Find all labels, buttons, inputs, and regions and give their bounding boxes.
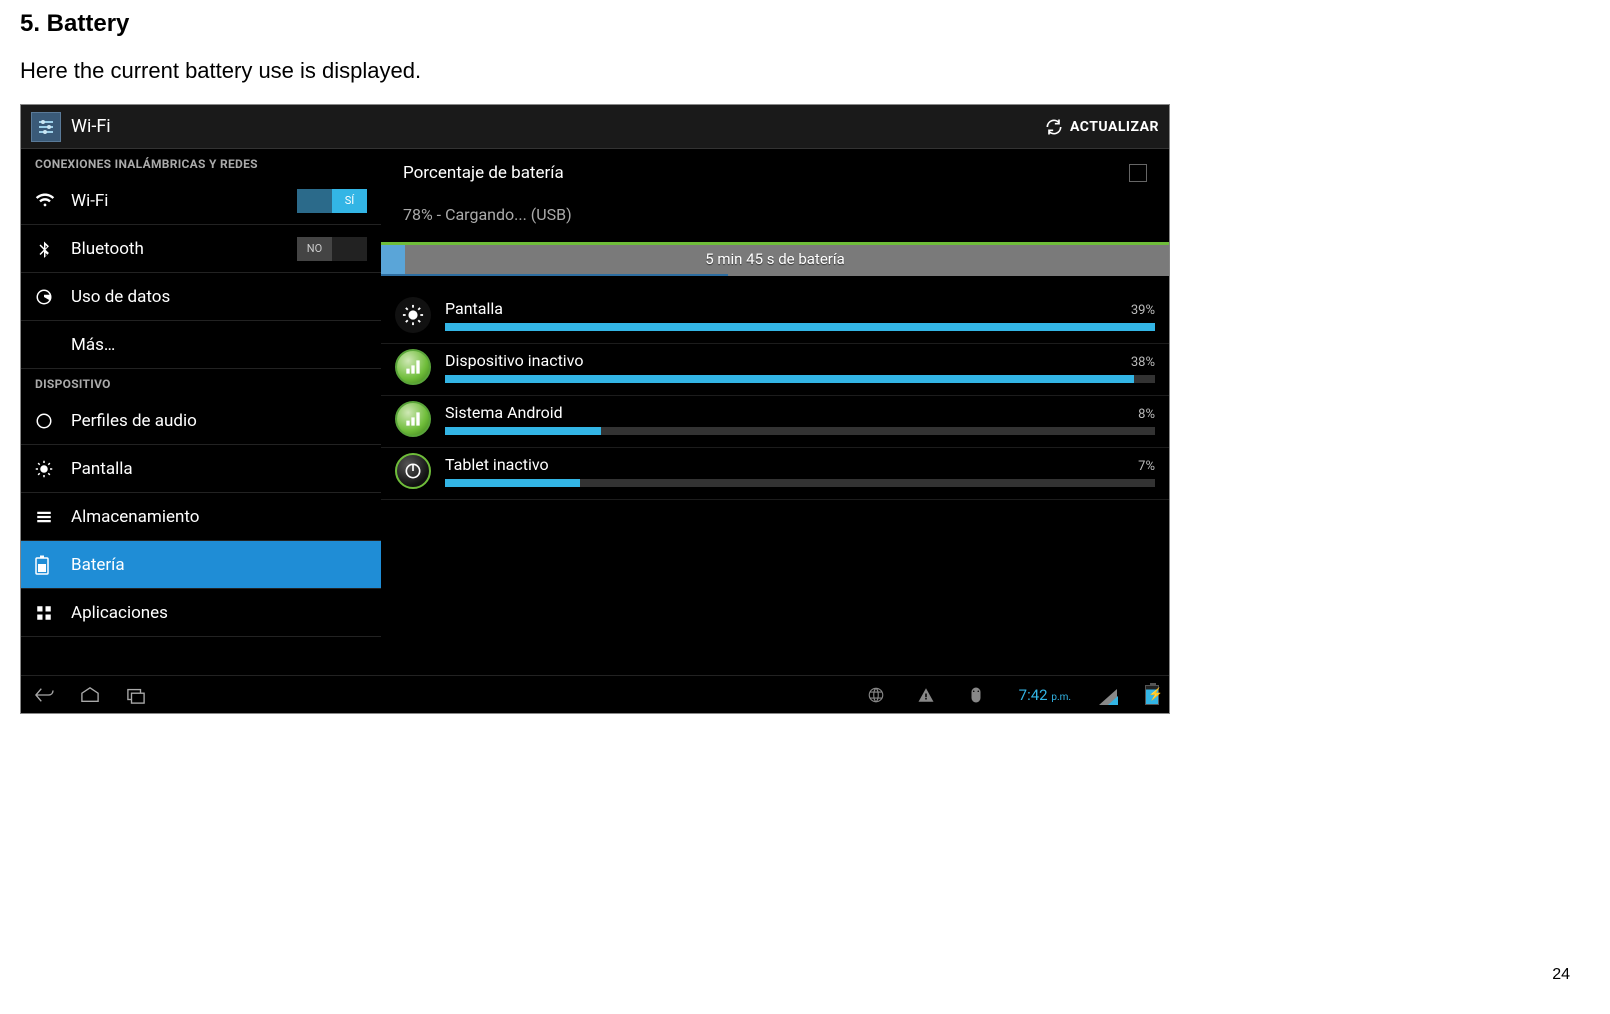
document-section-title: 5. Battery: [20, 10, 1590, 38]
battery-status-icon[interactable]: [1145, 685, 1159, 705]
sidebar-item-label: Batería: [71, 555, 125, 575]
usage-item[interactable]: Tablet inactivo7%: [381, 448, 1169, 500]
toggle-off-label: NO: [297, 237, 332, 261]
sidebar-item-label: Aplicaciones: [71, 603, 168, 623]
sidebar-item-display[interactable]: Pantalla: [21, 445, 381, 493]
sidebar-item-label: Bluetooth: [71, 239, 144, 259]
usage-item-name: Tablet inactivo: [445, 455, 1138, 474]
battery-usage-list: Pantalla39%Dispositivo inactivo38%Sistem…: [381, 292, 1169, 500]
battery-percentage-label: Porcentaje de batería: [403, 163, 1129, 183]
sidebar-item-wifi[interactable]: Wi-Fi SÍ: [21, 177, 381, 225]
usage-bar: [445, 375, 1155, 383]
apps-icon: [35, 604, 57, 622]
sidebar-item-label: Wi-Fi: [71, 191, 108, 211]
camera-aperture-icon[interactable]: [867, 686, 885, 704]
refresh-label: ACTUALIZAR: [1070, 119, 1159, 135]
status-bar-clock[interactable]: 7:42 p.m.: [1019, 686, 1071, 704]
battery-icon: [35, 555, 57, 575]
sidebar-item-label: Almacenamiento: [71, 507, 199, 527]
sidebar-item-battery[interactable]: Batería: [21, 541, 381, 589]
usage-item-percent: 38%: [1131, 355, 1155, 370]
wifi-icon: [35, 191, 57, 211]
main-split: CONEXIONES INALÁMBRICAS Y REDES Wi-Fi SÍ…: [21, 149, 1169, 675]
sidebar-item-label: Más…: [71, 335, 115, 355]
usage-item-icon: [395, 401, 431, 437]
android-nav-bar: 7:42 p.m.: [21, 675, 1169, 713]
nav-home-button[interactable]: [77, 684, 103, 706]
clock-time: 7:42: [1019, 686, 1048, 704]
storage-icon: [35, 508, 57, 526]
sidebar-item-more[interactable]: Más…: [21, 321, 381, 369]
usage-item[interactable]: Sistema Android8%: [381, 396, 1169, 448]
usage-item[interactable]: Dispositivo inactivo38%: [381, 344, 1169, 396]
usage-item-name: Pantalla: [445, 299, 1131, 318]
settings-app-icon: [31, 112, 61, 142]
signal-strength-icon[interactable]: [1099, 689, 1117, 705]
settings-topbar: Wi-Fi ACTUALIZAR: [21, 105, 1169, 149]
usage-item-percent: 8%: [1138, 407, 1155, 422]
bluetooth-icon: [35, 240, 57, 258]
usage-item-icon: [395, 297, 431, 333]
nav-recent-button[interactable]: [123, 684, 149, 706]
usage-item-name: Dispositivo inactivo: [445, 351, 1131, 370]
sidebar-item-label: Uso de datos: [71, 287, 170, 307]
usage-bar: [445, 323, 1155, 331]
brightness-icon: [35, 460, 57, 478]
toggle-on-label: SÍ: [332, 189, 367, 213]
sidebar-section-header-device: DISPOSITIVO: [21, 369, 381, 397]
sidebar-item-label: Perfiles de audio: [71, 411, 197, 431]
android-debug-icon[interactable]: [967, 686, 985, 704]
graph-bottom-line: [381, 274, 728, 276]
clock-ampm: p.m.: [1051, 692, 1071, 703]
graph-top-line: [381, 242, 1169, 245]
usage-item-name: Sistema Android: [445, 403, 1138, 422]
nav-back-button[interactable]: [31, 684, 57, 706]
sidebar-item-storage[interactable]: Almacenamiento: [21, 493, 381, 541]
topbar-title: Wi-Fi: [71, 116, 1044, 137]
wifi-toggle[interactable]: SÍ: [297, 189, 367, 213]
sidebar-item-bluetooth[interactable]: Bluetooth NO: [21, 225, 381, 273]
battery-duration-label: 5 min 45 s de batería: [381, 250, 1169, 268]
usage-bar: [445, 427, 1155, 435]
sidebar-item-data-usage[interactable]: Uso de datos: [21, 273, 381, 321]
sidebar-item-audio-profiles[interactable]: Perfiles de audio: [21, 397, 381, 445]
usage-item-percent: 39%: [1131, 303, 1155, 318]
sidebar-item-label: Pantalla: [71, 459, 133, 479]
sidebar-section-header-wireless: CONEXIONES INALÁMBRICAS Y REDES: [21, 149, 381, 177]
data-usage-icon: [35, 288, 57, 306]
usage-bar: [445, 479, 1155, 487]
settings-sidebar: CONEXIONES INALÁMBRICAS Y REDES Wi-Fi SÍ…: [21, 149, 381, 675]
sidebar-item-apps[interactable]: Aplicaciones: [21, 589, 381, 637]
battery-percentage-toggle-row[interactable]: Porcentaje de batería: [381, 149, 1169, 197]
usage-item-icon: [395, 453, 431, 489]
android-settings-screenshot: Wi-Fi ACTUALIZAR CONEXIONES INALÁMBRICAS…: [20, 104, 1170, 714]
refresh-button[interactable]: ACTUALIZAR: [1044, 117, 1159, 137]
battery-content-pane: Porcentaje de batería 78% - Cargando... …: [381, 149, 1169, 675]
usage-item-percent: 7%: [1138, 459, 1155, 474]
document-body-text: Here the current battery use is displaye…: [20, 58, 1590, 84]
page-number: 24: [1552, 966, 1570, 984]
charging-status-text: 78% - Cargando... (USB): [381, 197, 1169, 242]
battery-history-graph[interactable]: 5 min 45 s de batería: [381, 242, 1169, 276]
refresh-icon: [1044, 117, 1064, 137]
warning-icon[interactable]: [917, 686, 935, 704]
battery-percentage-checkbox[interactable]: [1129, 164, 1147, 182]
bluetooth-toggle[interactable]: NO: [297, 237, 367, 261]
usage-item-icon: [395, 349, 431, 385]
audio-icon: [35, 412, 57, 430]
usage-item[interactable]: Pantalla39%: [381, 292, 1169, 344]
